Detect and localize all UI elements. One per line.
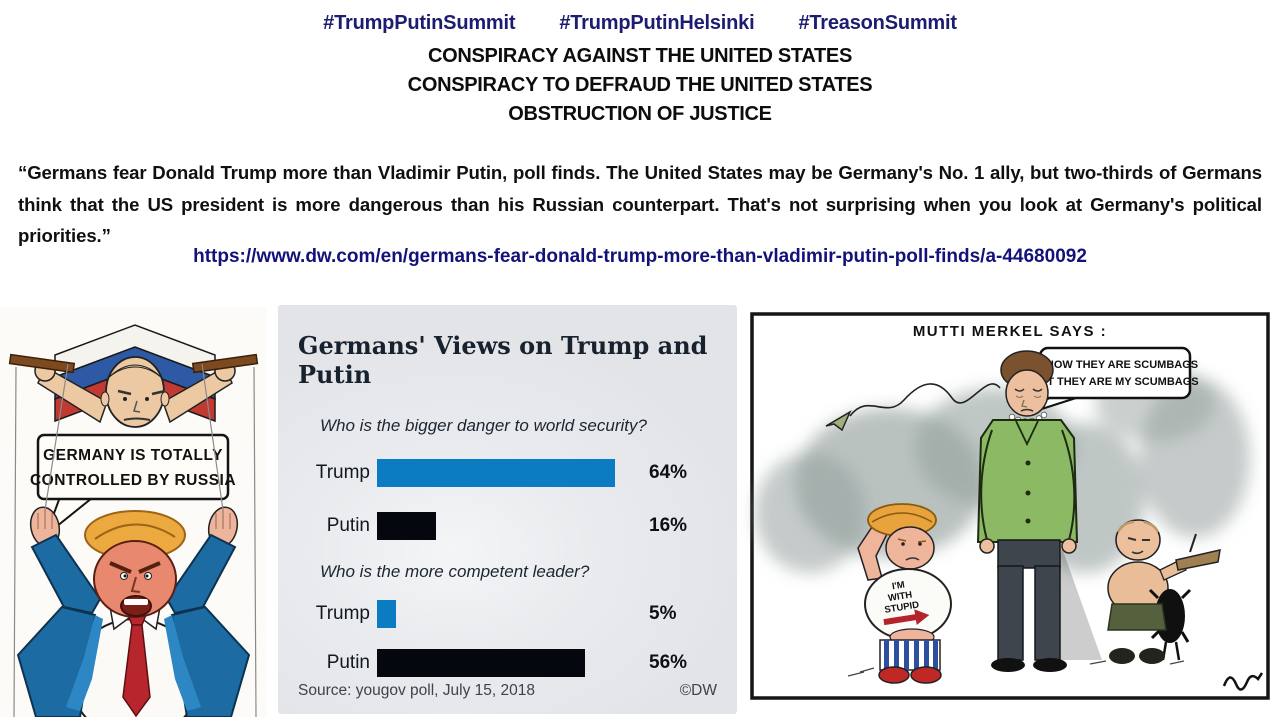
bar-trump-competent — [377, 600, 396, 628]
merkel-shoe — [1033, 658, 1067, 672]
article-link[interactable]: https://www.dw.com/en/germans-fear-donal… — [193, 246, 1087, 267]
trump-jacket-panels — [16, 605, 251, 718]
bar-value: 64% — [649, 462, 688, 483]
trump-kid-red-shoe — [878, 666, 910, 684]
merkel-shoe — [991, 658, 1025, 672]
tshirt-line-2: WITH — [887, 589, 913, 604]
bar-value: 16% — [649, 515, 688, 536]
puppet-control-bar-left — [8, 353, 76, 374]
tshirt-arrow-icon — [883, 609, 930, 626]
charge-line: OBSTRUCTION OF JUSTICE — [508, 103, 772, 125]
merkel-figure — [976, 350, 1102, 672]
merkel-face — [1005, 369, 1049, 417]
chart-source: Source: yougov poll, July 15, 2018 — [298, 682, 535, 699]
bar-row-competent-putin: Putin 56% — [298, 649, 717, 677]
cartoon-caption: MUTTI MERKEL SAYS : — [913, 323, 1107, 340]
putin-puppetmaster-cartoon: GERMANY IS TOTALLY CONTROLLED BY RUSSIA — [0, 307, 267, 720]
chart-footer: Source: yougov poll, July 15, 2018 ©DW — [298, 682, 717, 700]
trump-kid-red-shoe — [910, 666, 942, 684]
merkel-green-jacket — [976, 419, 1079, 543]
chart-question-danger: Who is the bigger danger to world securi… — [320, 416, 647, 435]
sign-text-line-2: CONTROLLED BY RUSSIA — [30, 472, 236, 489]
bar-value: 5% — [649, 603, 677, 624]
bubble-line-1: I KNOW THEY ARE SCUMBAGS — [1032, 359, 1198, 371]
trump-kid-striped-pants — [879, 639, 941, 671]
charges-headline: CONSPIRACY AGAINST THE UNITED STATES CON… — [0, 42, 1280, 129]
merkel-speech-bubble: I KNOW THEY ARE SCUMBAGS BUT THEY ARE MY… — [1025, 346, 1199, 415]
trump-face — [93, 540, 177, 618]
mutti-merkel-cartoon: MUTTI MERKEL SAYS : I KNOW THEY ARE SCUM… — [740, 308, 1280, 705]
quote-link-row: https://www.dw.com/en/germans-fear-donal… — [0, 246, 1280, 268]
dw-poll-chart: Germans' Views on Trump and Putin Who is… — [278, 305, 737, 714]
charge-line: CONSPIRACY AGAINST THE UNITED STATES — [427, 45, 853, 67]
chart-title: Germans' Views on Trump and Putin — [298, 331, 708, 389]
trump-kid-face — [885, 526, 935, 570]
dw-credit: ©DW — [679, 682, 717, 699]
bubble-line-2: BUT THEY ARE MY SCUMBAGS — [1031, 376, 1198, 388]
chart-question-competent: Who is the more competent leader? — [320, 562, 590, 581]
hashtag-row: #TrumpPutinSummit #TrumpPutinHelsinki #Tre… — [0, 12, 1280, 35]
bar-putin-danger — [377, 512, 437, 540]
bar-label: Putin — [326, 515, 370, 536]
hashtag-trump-putin-summit: #TrumpPutinSummit — [323, 12, 516, 34]
bar-label: Trump — [315, 603, 370, 624]
putin-kid-head — [1115, 519, 1161, 561]
right-cartoon-drawing: MUTTI MERKEL SAYS : I KNOW THEY ARE SCUM… — [740, 308, 1280, 705]
hashtag-trump-putin-helsinki: #TrumpPutinHelsinki — [559, 12, 755, 34]
artist-signature — [1222, 672, 1264, 691]
puppet-strings — [13, 363, 257, 718]
bar-track — [377, 512, 637, 540]
left-cartoon-drawing: GERMANY IS TOTALLY CONTROLLED BY RUSSIA — [0, 307, 267, 720]
hashtag-treason-summit: #TreasonSummit — [798, 12, 957, 34]
putin-arms — [8, 353, 259, 424]
merkel-pants — [997, 539, 1061, 569]
wooden-toy-slingshot — [1175, 533, 1221, 571]
charge-line: CONSPIRACY TO DEFRAUD THE UNITED STATES — [407, 74, 873, 96]
bar-track — [377, 649, 637, 677]
puppet-control-bar-right — [191, 353, 259, 374]
bar-label: Trump — [315, 462, 370, 483]
bar-row-danger-trump: Trump 64% — [298, 459, 717, 487]
putin-face — [100, 356, 170, 428]
sign-speech-bubble: GERMANY IS TOTALLY CONTROLLED BY RUSSIA — [30, 433, 236, 539]
bar-putin-competent — [377, 649, 585, 677]
bar-row-competent-trump: Trump 5% — [298, 600, 717, 628]
putin-kid-boot — [1109, 648, 1135, 664]
tshirt-line-1: I'M — [891, 579, 905, 592]
trump-kid-figure: I'M WITH STUPID — [857, 503, 952, 684]
bar-label: Putin — [326, 652, 370, 673]
sign-text-line-1: GERMANY IS TOTALLY — [43, 447, 223, 464]
bar-track — [377, 600, 637, 628]
ground-hatching — [847, 660, 1185, 677]
quote-paragraph: “Germans fear Donald Trump more than Vla… — [18, 162, 1262, 246]
bar-value: 56% — [649, 652, 688, 673]
bar-trump-danger — [377, 459, 615, 487]
putin-kid-figure — [1107, 519, 1221, 664]
tshirt-line-3: STUPID — [884, 599, 920, 615]
bar-track — [377, 459, 637, 487]
trump-hair — [84, 510, 186, 560]
money-plane-icon — [825, 383, 1001, 432]
putin-kid-camo-pants — [1107, 603, 1167, 631]
putin-kid-boot — [1139, 648, 1165, 664]
bar-row-danger-putin: Putin 16% — [298, 512, 717, 540]
